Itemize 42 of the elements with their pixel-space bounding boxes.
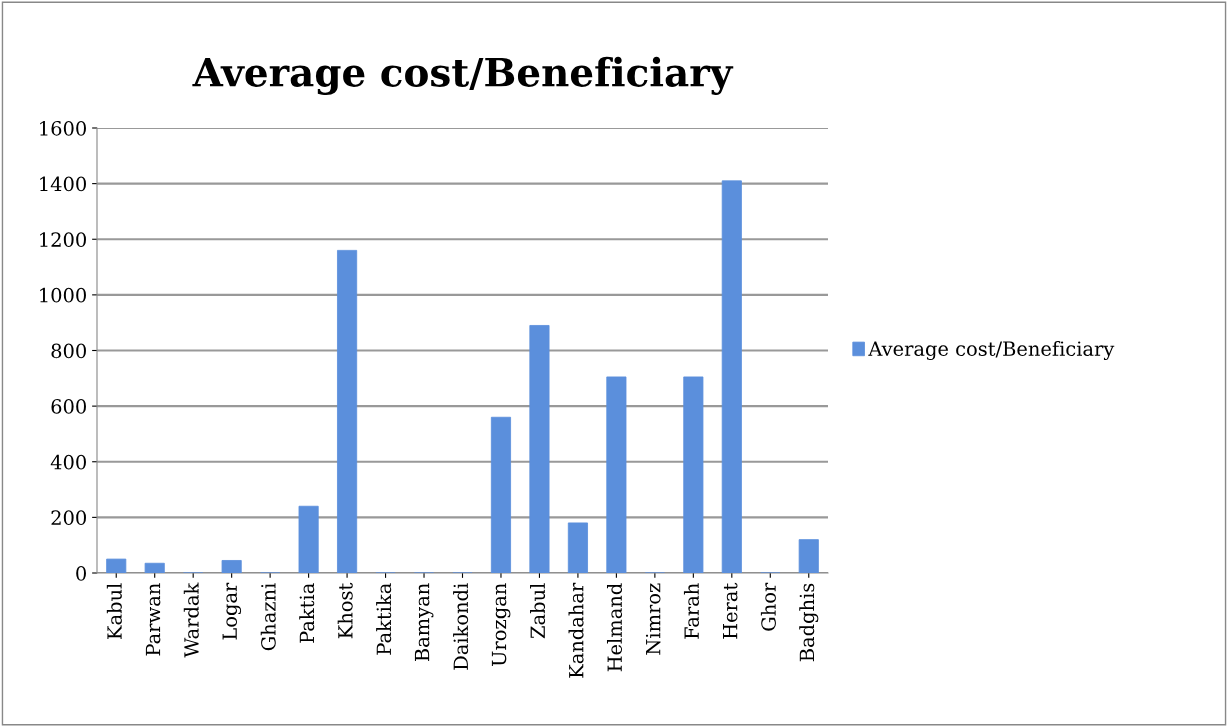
- y-tick-label: 1200: [40, 232, 86, 247]
- x-tick-label: Parwan: [145, 583, 161, 656]
- x-tick-label: Paktia: [299, 583, 315, 643]
- x-tick-label: Logar: [222, 582, 242, 640]
- bar: [567, 522, 588, 573]
- y-tick-label: 600: [51, 399, 86, 414]
- x-tick-label: Kabul: [106, 583, 122, 639]
- x-tick-label: Bamyan: [414, 583, 434, 662]
- y-tick-label: 1400: [40, 176, 86, 192]
- y-tick-label: 800: [51, 343, 86, 359]
- bar: [606, 376, 627, 573]
- bar: [144, 562, 165, 573]
- x-tick-label: Herat: [723, 582, 738, 639]
- y-tick-label: 1000: [40, 287, 86, 303]
- y-tick-label: 0: [76, 565, 86, 581]
- bar: [683, 376, 704, 573]
- x-tick-label: Wardak: [183, 582, 199, 658]
- x-tick-label: Kandahar: [568, 582, 584, 678]
- y-tick-label: 1600: [40, 120, 86, 136]
- bar: [721, 180, 742, 573]
- x-tick-label: Ghazni: [260, 583, 276, 651]
- x-tick-label: Khost: [337, 582, 353, 639]
- x-tick-label: Daikondi: [453, 583, 469, 670]
- bar: [337, 249, 358, 573]
- bar: [490, 416, 512, 573]
- x-tick-label: Urozgan: [491, 583, 511, 667]
- y-tick-label: 200: [51, 510, 86, 526]
- y-tick-label: 400: [50, 454, 86, 470]
- x-tick-label: Paktika: [376, 583, 392, 655]
- bar: [298, 505, 319, 573]
- x-tick-label: Helmand: [606, 583, 623, 672]
- bar: [798, 539, 819, 573]
- legend-label: Average cost/Beneficiary: [868, 340, 1115, 361]
- chart-title: Average cost/Beneficiary: [192, 56, 734, 95]
- x-tick-label: Nimroz: [645, 583, 661, 655]
- x-tick-label: Badghis: [799, 583, 819, 662]
- bar: [106, 558, 127, 573]
- x-tick-label: Farah: [683, 583, 699, 639]
- bar: [221, 560, 242, 573]
- bar: [529, 325, 550, 573]
- x-tick-label: Zabul: [530, 583, 546, 639]
- x-tick-label: Ghor: [760, 582, 776, 631]
